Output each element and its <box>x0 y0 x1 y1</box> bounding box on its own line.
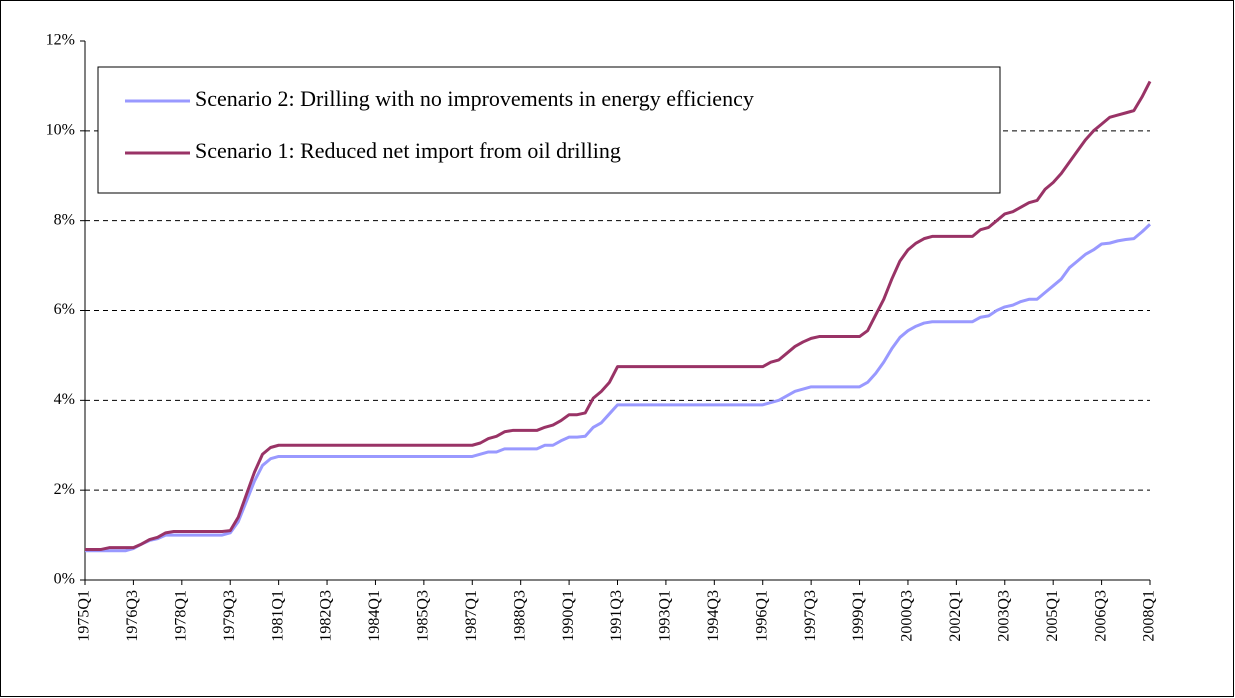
legend-label: Scenario 1: Reduced net import from oil … <box>195 138 621 163</box>
x-tick-label: 2002Q1 <box>947 590 964 642</box>
x-tick-label: 2006Q3 <box>1092 590 1109 642</box>
legend-box <box>97 66 1001 194</box>
y-tick-label: 10% <box>46 122 75 139</box>
x-tick-label: 1978Q1 <box>172 590 189 642</box>
x-tick-label: 1981Q1 <box>269 590 286 642</box>
x-tick-label: 1990Q1 <box>560 590 577 642</box>
x-tick-label: 1979Q3 <box>221 590 238 642</box>
x-tick-label: 1987Q1 <box>463 590 480 642</box>
y-tick-label: 12% <box>46 32 75 49</box>
x-tick-label: 2005Q1 <box>1044 590 1061 642</box>
x-tick-label: 2008Q1 <box>1141 590 1158 642</box>
x-tick-label: 1997Q3 <box>802 590 819 642</box>
x-tick-label: 1982Q3 <box>318 590 335 642</box>
y-tick-label: 6% <box>54 301 75 318</box>
legend-label: Scenario 2: Drilling with no improvement… <box>195 86 754 111</box>
x-tick-label: 1976Q3 <box>124 590 141 642</box>
y-tick-label: 4% <box>54 391 75 408</box>
x-tick-label: 2000Q3 <box>899 590 916 642</box>
x-tick-label: 1985Q3 <box>415 590 432 642</box>
x-tick-label: 1975Q1 <box>76 590 93 642</box>
x-tick-label: 1999Q1 <box>850 590 867 642</box>
series-line <box>85 223 1152 553</box>
x-tick-label: 1988Q3 <box>511 590 528 642</box>
x-tick-label: 1984Q1 <box>366 590 383 642</box>
y-tick-label: 0% <box>54 571 75 588</box>
y-tick-label: 8% <box>54 211 75 228</box>
x-tick-label: 1994Q3 <box>705 590 722 642</box>
x-tick-label: 2003Q3 <box>995 590 1012 642</box>
x-tick-label: 1996Q1 <box>753 590 770 642</box>
x-tick-label: 1993Q1 <box>657 590 674 642</box>
y-tick-label: 2% <box>54 481 75 498</box>
series-line <box>85 80 1152 551</box>
x-tick-label: 1991Q3 <box>608 590 625 642</box>
